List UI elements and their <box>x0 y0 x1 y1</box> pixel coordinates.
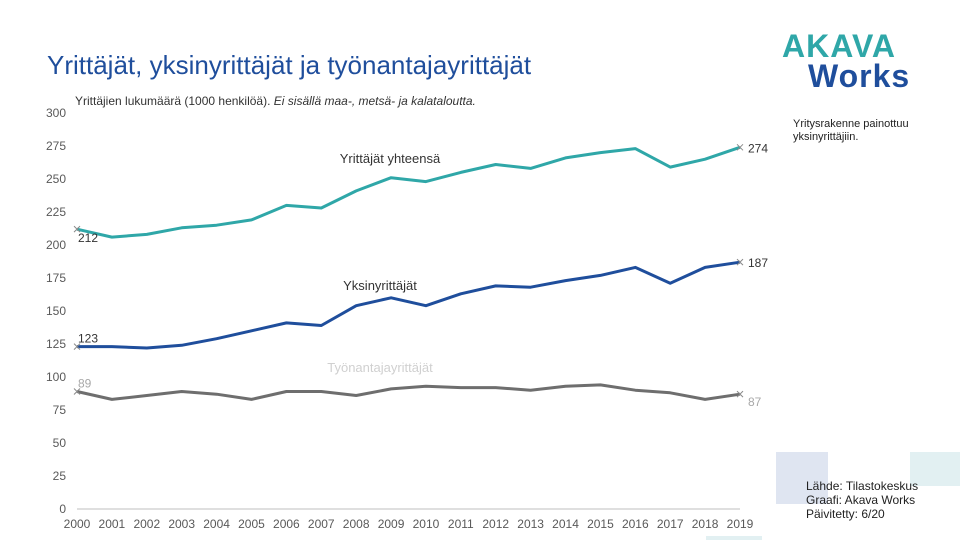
x-tick-label: 2013 <box>517 517 544 531</box>
x-tick-label: 2009 <box>378 517 405 531</box>
x-tick-label: 2000 <box>64 517 91 531</box>
y-tick-label: 75 <box>53 403 67 417</box>
y-tick-label: 175 <box>46 271 66 285</box>
source-line: Lähde: Tilastokeskus <box>806 479 919 493</box>
updated-line: Päivitetty: 6/20 <box>806 507 885 521</box>
subtitle-note: Ei sisällä maa-, metsä- ja kalataloutta. <box>273 94 476 108</box>
x-tick-label: 2008 <box>343 517 370 531</box>
y-tick-label: 200 <box>46 238 66 252</box>
endpoint-marker <box>736 258 744 266</box>
end-value-label: 274 <box>748 141 768 155</box>
y-tick-label: 250 <box>46 172 66 186</box>
endpoint-marker <box>736 390 744 398</box>
chart-subtitle: Yrittäjien lukumäärä (1000 henkilöä). Ei… <box>75 94 476 108</box>
x-tick-label: 2010 <box>413 517 440 531</box>
x-tick-label: 2005 <box>238 517 265 531</box>
y-tick-label: 300 <box>46 106 66 120</box>
x-axis: 2000 2001 2002 2003 2004 2005 2006 2007 2008 2009… <box>64 508 754 531</box>
series-line <box>77 260 741 350</box>
graph-credit-line: Graafi: Akava Works <box>806 493 916 507</box>
y-tick-label: 150 <box>46 304 66 318</box>
end-value-label: 187 <box>748 256 768 270</box>
start-value-label: 123 <box>78 332 98 346</box>
end-value-label: 87 <box>748 395 762 409</box>
x-tick-label: 2015 <box>587 517 614 531</box>
x-tick-label: 2019 <box>727 517 754 531</box>
start-value-label: 212 <box>78 231 98 245</box>
y-tick-label: 225 <box>46 205 66 219</box>
decor-square-2 <box>910 452 960 486</box>
x-tick-label: 2011 <box>448 517 474 531</box>
series-line <box>76 145 741 239</box>
akava-works-logo: AKAVA Works <box>782 30 932 94</box>
y-tick-label: 50 <box>53 436 67 450</box>
endpoint-marker <box>73 343 81 350</box>
x-tick-label: 2014 <box>552 517 579 531</box>
endpoint-marker <box>73 388 81 395</box>
series-line <box>76 383 741 401</box>
source-info: Lähde: Tilastokeskus Graafi: Akava Works… <box>806 479 918 521</box>
series-name-label: Yrittäjät yhteensä <box>340 151 441 166</box>
endpoint-marker <box>73 225 81 233</box>
x-tick-label: 2007 <box>308 517 335 531</box>
y-tick-label: 275 <box>46 139 66 153</box>
x-tick-label: 2012 <box>482 517 509 531</box>
page-title: Yrittäjät, yksinyrittäjät ja työnantajay… <box>47 50 532 80</box>
endpoint-marker <box>736 143 744 151</box>
x-tick-label: 2006 <box>273 517 300 531</box>
x-tick-label: 2017 <box>657 517 684 531</box>
decor-square-3 <box>706 536 762 540</box>
series-lines <box>73 143 744 401</box>
y-axis: 0 25 50 75 100 125 150 175 200 225 250 275 300 <box>46 106 66 516</box>
side-note: Yritysrakenne painottuu yksinyrittäjiin. <box>793 118 909 143</box>
x-tick-label: 2003 <box>168 517 195 531</box>
start-value-label: 89 <box>78 377 92 391</box>
subtitle-main: Yrittäjien lukumäärä (1000 henkilöä). <box>75 94 271 108</box>
y-tick-label: 0 <box>59 502 66 516</box>
series-labels: 212 274 Yrittäjät yhteensä 123 187 Yksinyritt… <box>78 141 768 409</box>
x-tick-label: 2016 <box>622 517 649 531</box>
x-tick-label: 2018 <box>692 517 719 531</box>
series-name-label: Työnantajayrittäjät <box>327 360 433 375</box>
series-name-label: Yksinyrittäjät <box>343 278 417 293</box>
logo-line2: Works <box>808 58 911 94</box>
decor-square-1 <box>776 452 828 504</box>
y-tick-label: 100 <box>46 370 66 384</box>
logo-line1: AKAVA <box>782 28 897 64</box>
x-tick-label: 2001 <box>99 517 126 531</box>
y-tick-label: 125 <box>46 337 66 351</box>
y-tick-label: 25 <box>53 469 67 483</box>
x-tick-label: 2002 <box>133 517 160 531</box>
x-tick-label: 2004 <box>203 517 230 531</box>
